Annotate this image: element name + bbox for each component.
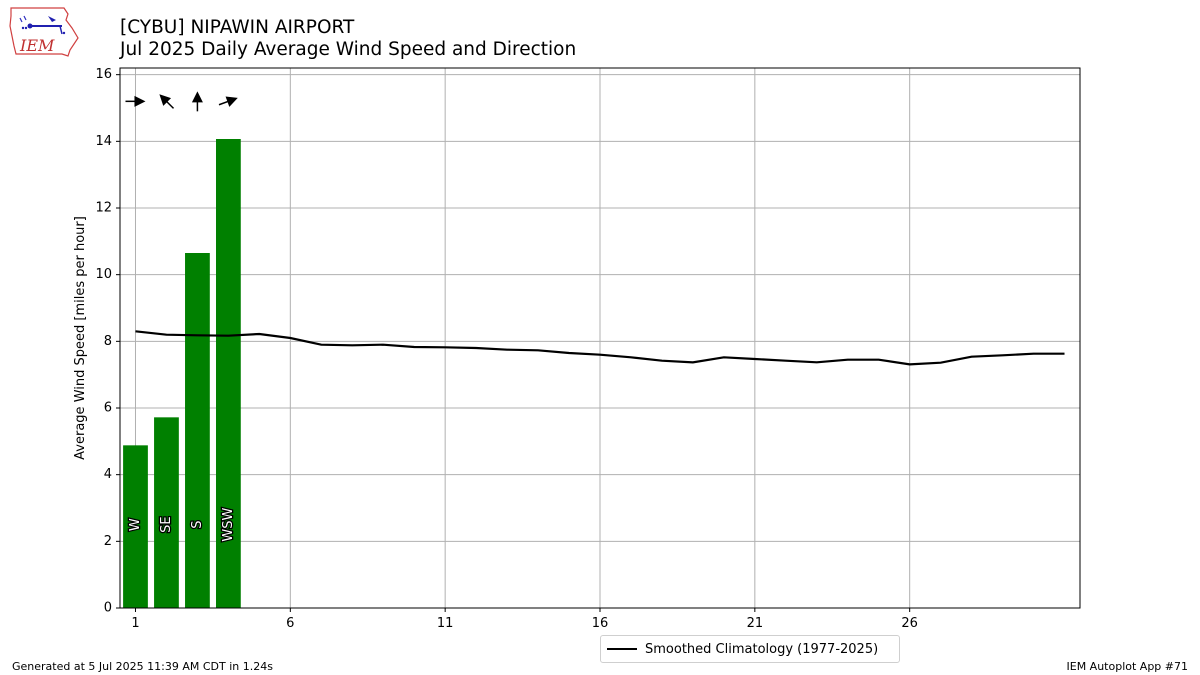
- climatology-line: [135, 330, 1065, 366]
- x-tick-label: 26: [901, 616, 918, 631]
- bar-direction-label: WSW: [221, 508, 236, 542]
- bar-day-2: [154, 417, 179, 608]
- iem-logo: IEM: [8, 6, 80, 60]
- y-axis-label: Average Wind Speed [miles per hour]: [73, 216, 88, 460]
- bar-direction-label: W: [128, 518, 143, 531]
- y-tick-label: 8: [104, 334, 112, 349]
- x-tick-label: 1: [131, 616, 139, 631]
- chart-title: [CYBU] NIPAWIN AIRPORT Jul 2025 Daily Av…: [120, 17, 576, 61]
- wind-direction-arrow: [218, 96, 238, 107]
- y-tick-label: 16: [95, 67, 112, 82]
- chart-legend: Smoothed Climatology (1977-2025): [600, 635, 900, 663]
- wind-direction-arrow: [125, 95, 146, 107]
- arrow-head: [225, 96, 238, 107]
- y-tick-label: 10: [95, 267, 112, 282]
- x-tick-label: 21: [747, 616, 764, 631]
- y-tick-label: 6: [104, 401, 112, 416]
- x-tick-label: 11: [437, 616, 454, 631]
- bar-day-3: [185, 253, 210, 608]
- title-line-2: Jul 2025 Daily Average Wind Speed and Di…: [120, 39, 577, 60]
- bar-day-1: [123, 445, 148, 608]
- y-tick-label: 2: [104, 534, 112, 549]
- y-tick-label: 4: [104, 467, 112, 482]
- generated-timestamp: Generated at 5 Jul 2025 11:39 AM CDT in …: [12, 660, 273, 673]
- arrow-head: [191, 91, 203, 103]
- app-label: IEM Autoplot App #71: [1066, 660, 1189, 673]
- arrow-head: [134, 95, 146, 107]
- x-tick-label: 16: [592, 616, 609, 631]
- wind-direction-arrow: [159, 94, 175, 109]
- y-tick-label: 0: [104, 601, 112, 616]
- logo-text: IEM: [19, 36, 55, 55]
- bar-direction-label: S: [190, 521, 205, 529]
- y-tick-label: 12: [95, 201, 112, 216]
- iem-logo-icon: IEM: [9, 7, 79, 57]
- legend-line-swatch: [607, 648, 637, 650]
- legend-label: Smoothed Climatology (1977-2025): [645, 641, 879, 657]
- wind-direction-arrow: [191, 91, 203, 112]
- y-tick-label: 14: [95, 134, 112, 149]
- bar-direction-label: SE: [159, 516, 174, 532]
- x-tick-label: 6: [286, 616, 294, 631]
- arrow-head: [159, 94, 172, 106]
- title-line-1: [CYBU] NIPAWIN AIRPORT: [120, 17, 355, 38]
- bar-day-4: [216, 139, 241, 608]
